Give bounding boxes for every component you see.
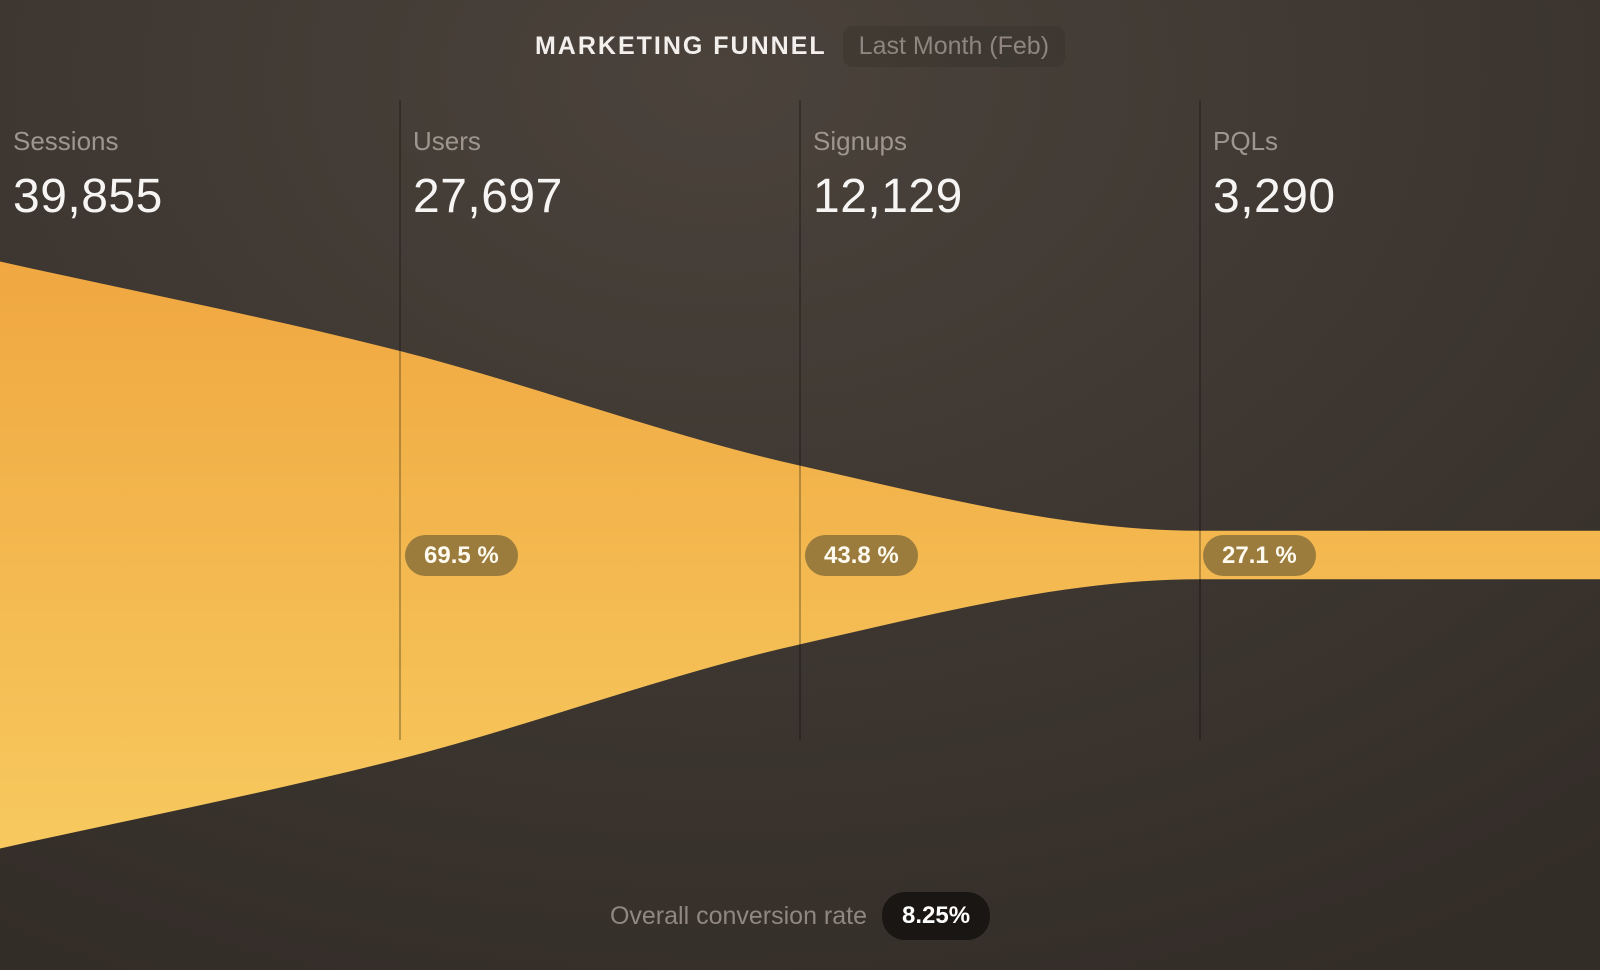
- stage-label: Sessions: [13, 126, 119, 156]
- stage-divider-pqls: [1199, 100, 1201, 740]
- stage-label: Users: [413, 126, 481, 156]
- period-selector[interactable]: Last Month (Feb): [842, 26, 1066, 67]
- overall-rate-label: Overall conversion rate: [609, 901, 867, 930]
- stage-value: 39,855: [13, 170, 163, 223]
- overall-rate-value: 8.25%: [882, 892, 991, 940]
- stage-column-signups: Signups 12,129: [813, 126, 963, 224]
- conversion-badge-pqls: 27.1 %: [1203, 535, 1316, 576]
- chart-footer: Overall conversion rate 8.25%: [0, 892, 1600, 940]
- page-title: MARKETING FUNNEL: [534, 32, 827, 60]
- funnel-path: [0, 261, 1600, 849]
- stage-divider-users: [399, 100, 401, 740]
- stage-label: PQLs: [1213, 126, 1279, 156]
- conversion-badge-users: 69.5 %: [405, 535, 518, 576]
- stage-divider-signups: [799, 100, 801, 740]
- stage-value: 27,697: [413, 170, 563, 223]
- stage-value: 3,290: [1213, 170, 1336, 223]
- stage-label: Signups: [813, 126, 907, 156]
- conversion-badge-signups: 43.8 %: [805, 535, 918, 576]
- stage-column-users: Users 27,697: [413, 126, 563, 224]
- stage-column-pqls: PQLs 3,290: [1213, 126, 1336, 224]
- stage-column-sessions: Sessions 39,855: [13, 126, 163, 224]
- chart-header: MARKETING FUNNEL Last Month (Feb): [0, 26, 1600, 67]
- stage-value: 12,129: [813, 170, 963, 223]
